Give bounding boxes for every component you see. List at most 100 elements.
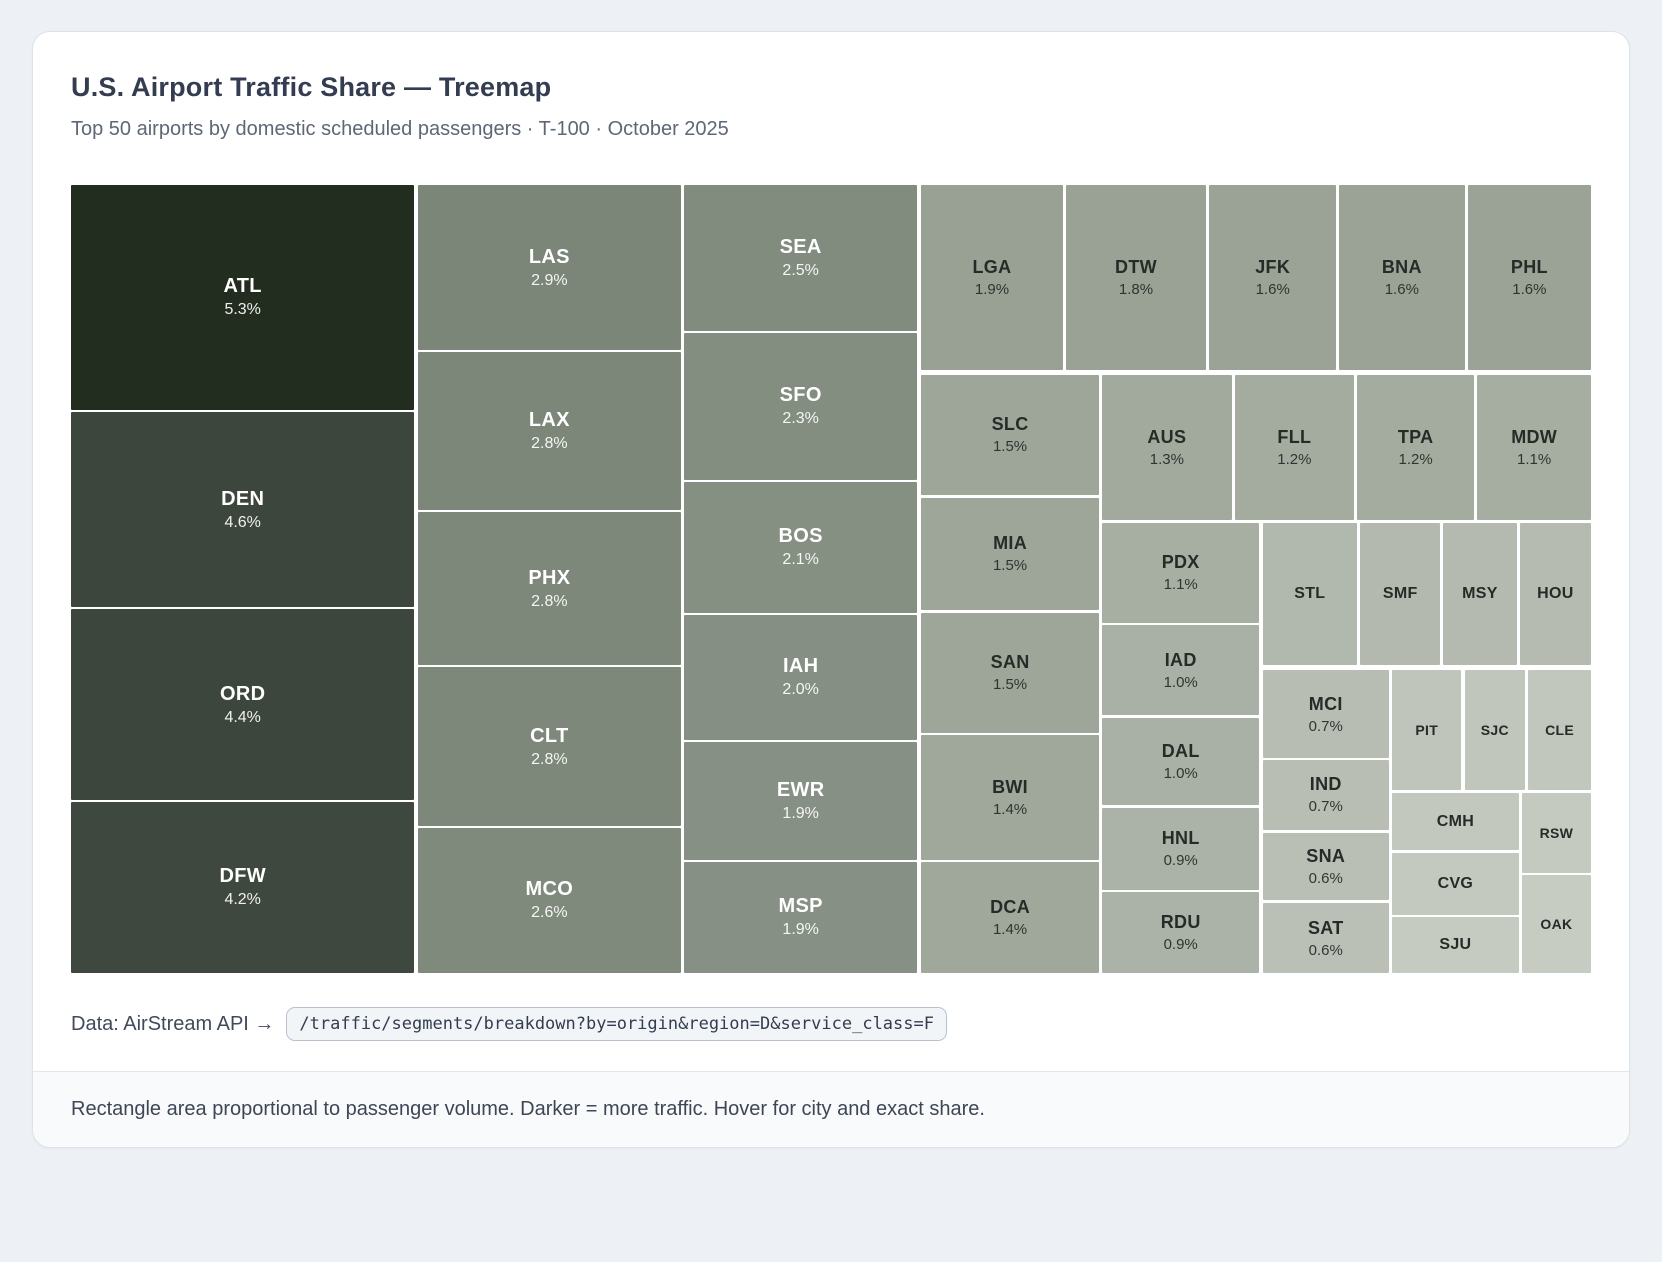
- airport-code: CVG: [1437, 874, 1474, 892]
- airport-code: BNA: [1381, 257, 1422, 277]
- treemap-cell-cmh[interactable]: CMH: [1392, 793, 1519, 850]
- treemap-cell-mia[interactable]: MIA 1.5%: [921, 497, 1099, 610]
- airport-share: 0.7%: [1308, 798, 1343, 816]
- treemap-cell-rdu[interactable]: RDU 0.9%: [1102, 891, 1260, 973]
- treemap-cell-bos[interactable]: BOS 2.1%: [684, 481, 918, 613]
- airport-share: 0.7%: [1308, 717, 1343, 735]
- airport-code: CLE: [1545, 722, 1575, 738]
- treemap-cell-slc[interactable]: SLC 1.5%: [921, 374, 1099, 495]
- airport-share: 2.8%: [531, 434, 568, 452]
- treemap-cell-phl[interactable]: PHL 1.6%: [1467, 185, 1591, 371]
- treemap-cell-bwi[interactable]: BWI 1.4%: [921, 735, 1099, 860]
- treemap-cell-atl[interactable]: ATL 5.3%: [71, 185, 415, 410]
- treemap-cell-iad[interactable]: IAD 1.0%: [1102, 625, 1260, 715]
- airport-code: MCO: [525, 878, 574, 901]
- airport-share: 1.0%: [1163, 764, 1198, 782]
- treemap-cell-dal[interactable]: DAL 1.0%: [1102, 718, 1260, 805]
- airport-code: IAD: [1164, 649, 1197, 670]
- data-source-label: Data: AirStream API →: [71, 1012, 275, 1035]
- airport-code: SAN: [990, 652, 1030, 673]
- airport-share: 1.9%: [782, 921, 819, 939]
- airport-share: 1.9%: [974, 281, 1010, 298]
- airport-code: LGA: [972, 257, 1012, 277]
- airport-code: CLT: [530, 724, 569, 747]
- treemap-cell-pdx[interactable]: PDX 1.1%: [1102, 522, 1260, 623]
- airport-share: 1.5%: [992, 557, 1028, 575]
- airport-share: 2.9%: [531, 271, 568, 289]
- airport-code: TPA: [1397, 426, 1434, 447]
- airport-share: 4.2%: [224, 891, 261, 909]
- treemap-cell-hnl[interactable]: HNL 0.9%: [1102, 807, 1260, 890]
- airport-code: CMH: [1436, 812, 1475, 830]
- airport-share: 1.1%: [1163, 576, 1198, 594]
- treemap-cell-stl[interactable]: STL: [1262, 522, 1358, 665]
- treemap-cell-las[interactable]: LAS 2.9%: [417, 185, 682, 350]
- airport-code: JFK: [1255, 257, 1291, 277]
- airport-code: IAH: [782, 655, 819, 678]
- treemap-cell-sju[interactable]: SJU: [1392, 916, 1519, 973]
- airport-share: 4.4%: [224, 708, 261, 726]
- treemap-cell-den[interactable]: DEN 4.6%: [71, 412, 415, 608]
- airport-code: BOS: [778, 525, 823, 548]
- airport-code: RSW: [1539, 825, 1574, 841]
- airport-share: 1.6%: [1255, 281, 1290, 298]
- airport-share: 1.4%: [992, 920, 1028, 938]
- treemap-cell-jfk[interactable]: JFK 1.6%: [1209, 185, 1336, 371]
- airport-share: 1.5%: [992, 438, 1028, 456]
- treemap-cell-bna[interactable]: BNA 1.6%: [1339, 185, 1465, 371]
- treemap-cell-ind[interactable]: IND 0.7%: [1262, 760, 1389, 830]
- airport-code: MDW: [1511, 426, 1558, 447]
- treemap-cell-aus[interactable]: AUS 1.3%: [1102, 374, 1232, 520]
- treemap-cell-clt[interactable]: CLT 2.8%: [417, 667, 682, 827]
- chart-card-main: U.S. Airport Traffic Share — Treemap Top…: [33, 32, 1629, 1071]
- treemap-cell-oak[interactable]: OAK: [1521, 874, 1591, 973]
- treemap-cell-sat[interactable]: SAT 0.6%: [1262, 903, 1389, 973]
- airport-code: DFW: [219, 865, 266, 888]
- airport-share: 1.1%: [1517, 450, 1552, 468]
- airport-share: 2.8%: [531, 592, 568, 610]
- airport-code: SFO: [779, 384, 822, 407]
- airport-code: LAX: [528, 408, 570, 431]
- airport-share: 5.3%: [224, 301, 261, 319]
- treemap-cell-iah[interactable]: IAH 2.0%: [684, 615, 918, 740]
- airport-share: 2.3%: [782, 410, 819, 428]
- treemap-cell-mdw[interactable]: MDW 1.1%: [1477, 374, 1591, 520]
- treemap-cell-msp[interactable]: MSP 1.9%: [684, 861, 918, 973]
- airport-share: 2.1%: [782, 551, 819, 569]
- treemap-cell-smf[interactable]: SMF: [1360, 522, 1441, 665]
- airport-code: DEN: [221, 487, 265, 510]
- airport-code: HOU: [1537, 584, 1574, 602]
- treemap-cell-ord[interactable]: ORD 4.4%: [71, 609, 415, 801]
- treemap-cell-sea[interactable]: SEA 2.5%: [684, 185, 918, 332]
- airport-share: 1.3%: [1149, 450, 1184, 468]
- treemap-cell-mco[interactable]: MCO 2.6%: [417, 828, 682, 973]
- treemap-cell-san[interactable]: SAN 1.5%: [921, 612, 1099, 733]
- airport-code: MCI: [1308, 693, 1343, 714]
- airport-share: 1.9%: [782, 805, 819, 822]
- treemap-cell-ewr[interactable]: EWR 1.9%: [684, 742, 918, 860]
- airport-code: OAK: [1540, 915, 1573, 932]
- airport-code: SLC: [991, 414, 1029, 435]
- treemap-cell-dfw[interactable]: DFW 4.2%: [71, 802, 415, 973]
- treemap-cell-dtw[interactable]: DTW 1.8%: [1065, 185, 1207, 371]
- treemap-cell-lax[interactable]: LAX 2.8%: [417, 351, 682, 510]
- treemap-cell-rsw[interactable]: RSW: [1521, 793, 1591, 873]
- treemap-cell-cle[interactable]: CLE: [1528, 670, 1591, 790]
- treemap-cell-cvg[interactable]: CVG: [1392, 852, 1519, 915]
- airport-share: 4.6%: [224, 513, 261, 531]
- treemap-cell-pit[interactable]: PIT: [1392, 670, 1462, 790]
- treemap-cell-dca[interactable]: DCA 1.4%: [921, 861, 1099, 973]
- treemap-cell-lga[interactable]: LGA 1.9%: [921, 185, 1063, 371]
- airport-code: PDX: [1161, 552, 1200, 573]
- treemap-cell-fll[interactable]: FLL 1.2%: [1234, 374, 1354, 520]
- treemap-cell-msy[interactable]: MSY: [1443, 522, 1517, 665]
- airport-code: BWI: [992, 777, 1028, 797]
- treemap-cell-mci[interactable]: MCI 0.7%: [1262, 670, 1389, 759]
- treemap-cell-sjc[interactable]: SJC: [1464, 670, 1526, 790]
- treemap-cell-phx[interactable]: PHX 2.8%: [417, 512, 682, 666]
- treemap-cell-tpa[interactable]: TPA 1.2%: [1357, 374, 1475, 520]
- treemap-cell-hou[interactable]: HOU: [1519, 522, 1591, 665]
- treemap-cell-sna[interactable]: SNA 0.6%: [1262, 832, 1389, 900]
- airport-code: IND: [1309, 774, 1342, 795]
- treemap-cell-sfo[interactable]: SFO 2.3%: [684, 332, 918, 480]
